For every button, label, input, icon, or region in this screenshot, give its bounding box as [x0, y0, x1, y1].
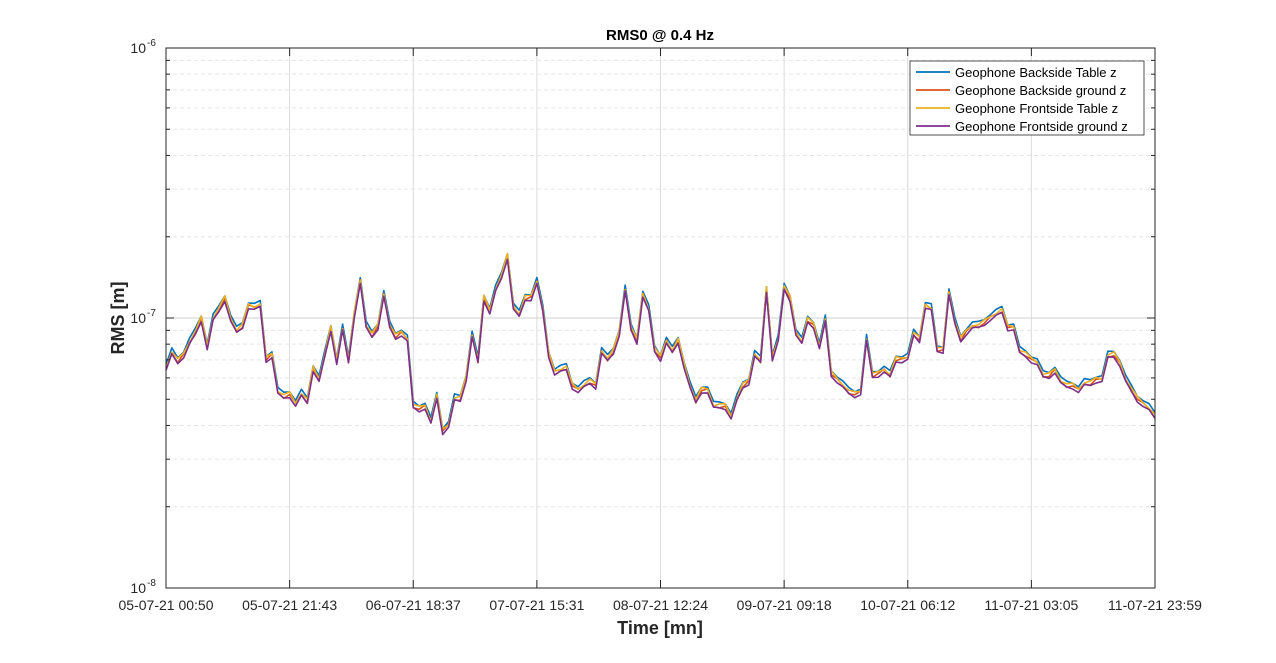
x-tick-label: 11-07-21 23:59: [1108, 597, 1202, 613]
series-line: [165, 252, 1156, 430]
x-tick-label: 10-07-21 06:12: [860, 597, 955, 613]
x-tick-label: 08-07-21 12:24: [613, 597, 708, 613]
x-tick-label: 09-07-21 09:18: [737, 597, 832, 613]
y-tick-exponent: -8: [147, 578, 156, 589]
y-axis-label: RMS [m]: [108, 282, 128, 355]
series-line: [165, 258, 1156, 436]
x-tick-label: 06-07-21 18:37: [366, 597, 461, 613]
x-tick-label: 07-07-21 15:31: [489, 597, 584, 613]
y-tick-exponent: -6: [147, 38, 156, 49]
y-tick-label: 10: [130, 580, 146, 596]
legend-entry-label: Geophone Frontside ground z: [955, 119, 1128, 134]
axis-ticks: [165, 47, 1156, 589]
x-tick-label: 05-07-21 00:50: [119, 597, 214, 613]
y-tick-label: 10: [130, 40, 146, 56]
legend-box: [909, 60, 1145, 136]
x-axis-label: Time [mn]: [617, 618, 703, 638]
x-tick-label: 11-07-21 03:05: [984, 597, 1078, 613]
x-tick-labels: 05-07-21 00:50 05-07-21 21:43 06-07-21 18:…: [119, 597, 1203, 613]
x-tick-label: 05-07-21 21:43: [242, 597, 337, 613]
y-tick-exponent: -7: [147, 308, 156, 319]
legend: Geophone Backside Table z Geophone Backsi…: [909, 60, 1145, 136]
chart-title: RMS0 @ 0.4 Hz: [606, 27, 714, 44]
series-lines: [165, 252, 1156, 436]
legend-entry-label: Geophone Backside Table z: [955, 65, 1117, 80]
legend-entry-label: Geophone Frontside Table z: [955, 101, 1118, 116]
y-tick-label: 10: [130, 310, 146, 326]
legend-entry-label: Geophone Backside ground z: [955, 83, 1126, 98]
y-tick-labels: 10-810-710-6: [130, 38, 156, 596]
